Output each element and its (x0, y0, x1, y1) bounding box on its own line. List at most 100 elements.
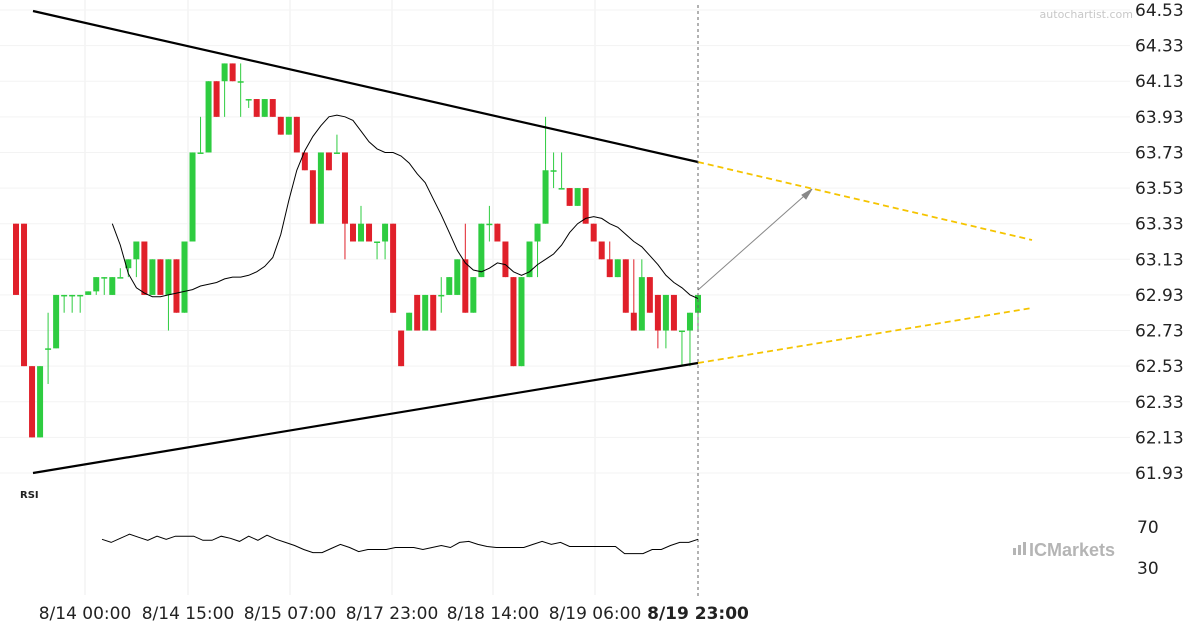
candle-body (237, 81, 244, 83)
forecast-arrow-line (697, 188, 813, 291)
candle-body (598, 241, 605, 260)
candle-body (526, 241, 533, 278)
candle-body (205, 81, 212, 153)
time-tick-label: 8/19 23:00 (647, 604, 749, 624)
candle-body (390, 223, 397, 313)
upper-projection-line (697, 161, 1033, 241)
candle-body (29, 366, 36, 438)
rsi-panel: RSI (20, 490, 699, 555)
candle-body (574, 188, 581, 206)
price-tick-label: 61.93 (1135, 464, 1184, 484)
candle-body (662, 294, 669, 331)
candle-body (454, 259, 461, 295)
rsi-line (101, 533, 699, 555)
price-tick-label: 62.53 (1135, 357, 1184, 377)
upper-trendline (32, 9, 699, 164)
moving-average-line (111, 114, 699, 299)
candle-body (686, 312, 693, 331)
time-tick-label: 8/19 06:00 (549, 604, 642, 624)
candle-body (301, 152, 308, 171)
candle-body (93, 277, 100, 292)
forecast-arrow-icon (801, 188, 813, 200)
price-tick-label: 63.33 (1135, 215, 1184, 235)
candle-body (422, 294, 429, 331)
candle-body (309, 170, 316, 224)
time-tick-label: 8/15 07:00 (244, 604, 337, 624)
candle-body (502, 241, 509, 278)
price-tick-label: 63.73 (1135, 143, 1184, 163)
candle-body (470, 277, 477, 313)
candle-body (173, 259, 180, 313)
candle-body (77, 294, 84, 297)
candle-body (317, 152, 324, 224)
candle-body (253, 99, 260, 117)
candle-body (510, 277, 517, 367)
candle-body (382, 223, 389, 242)
candle-body (414, 294, 421, 331)
price-tick-label: 64.13 (1135, 72, 1184, 92)
candle-body (349, 223, 356, 242)
candle-body (446, 277, 453, 295)
candle-body (638, 277, 645, 331)
price-tick-label: 63.93 (1135, 108, 1184, 128)
candle-body (325, 152, 332, 171)
lower-projection-line (697, 307, 1033, 364)
logo-bar-icon (1023, 542, 1026, 555)
price-tick-label: 62.93 (1135, 286, 1184, 306)
candle-body (269, 99, 276, 117)
candle-body (462, 259, 469, 313)
candle-body (438, 294, 445, 297)
candle-body (157, 259, 164, 295)
price-tick-label: 63.53 (1135, 179, 1184, 199)
candle-body (398, 330, 405, 367)
candle-body (550, 170, 557, 172)
candle-body (341, 152, 348, 224)
candle-body (518, 277, 525, 367)
candle-body (37, 366, 44, 438)
candle-body (358, 223, 365, 242)
candle-body (101, 277, 108, 279)
price-tick-label: 62.33 (1135, 393, 1184, 413)
candle-body (670, 294, 677, 331)
candle-body (374, 241, 381, 243)
logo-text: ICMarkets (1029, 540, 1115, 560)
candle-body (430, 294, 437, 331)
candle-body (149, 259, 156, 295)
candle-body (45, 348, 52, 350)
time-tick-label: 8/14 15:00 (142, 604, 235, 624)
candle-body (566, 188, 573, 206)
time-tick-label: 8/14 00:00 (39, 604, 132, 624)
candle-body (109, 277, 116, 295)
candle-body (117, 277, 124, 279)
candle-body (69, 294, 76, 297)
candle-body (165, 259, 172, 295)
candle-body (606, 259, 613, 278)
candle-body (229, 63, 236, 82)
logo-bar-icon (1018, 545, 1021, 555)
candle-body (678, 330, 685, 333)
lower-trendline (32, 361, 699, 475)
candle-body (125, 259, 132, 269)
candle-body (494, 223, 501, 242)
candle-body (85, 291, 92, 295)
candle-body (590, 223, 597, 242)
price-tick-label: 64.33 (1135, 37, 1184, 57)
candle-body (406, 312, 413, 331)
rsi-label: RSI (20, 490, 39, 501)
candle-body (622, 259, 629, 313)
candle-body (181, 241, 188, 313)
candle-body (277, 116, 284, 135)
gridlines (0, 0, 1130, 595)
candle-body (21, 223, 28, 367)
candle-body (333, 152, 340, 154)
candle-body (53, 294, 60, 349)
candle-body (221, 63, 228, 82)
candle-body (478, 223, 485, 278)
price-tick-label: 63.13 (1135, 250, 1184, 270)
candle-body (293, 116, 300, 153)
candle-body (133, 241, 140, 260)
rsi-tick-label: 30 (1137, 559, 1159, 579)
candle-body (486, 223, 493, 226)
